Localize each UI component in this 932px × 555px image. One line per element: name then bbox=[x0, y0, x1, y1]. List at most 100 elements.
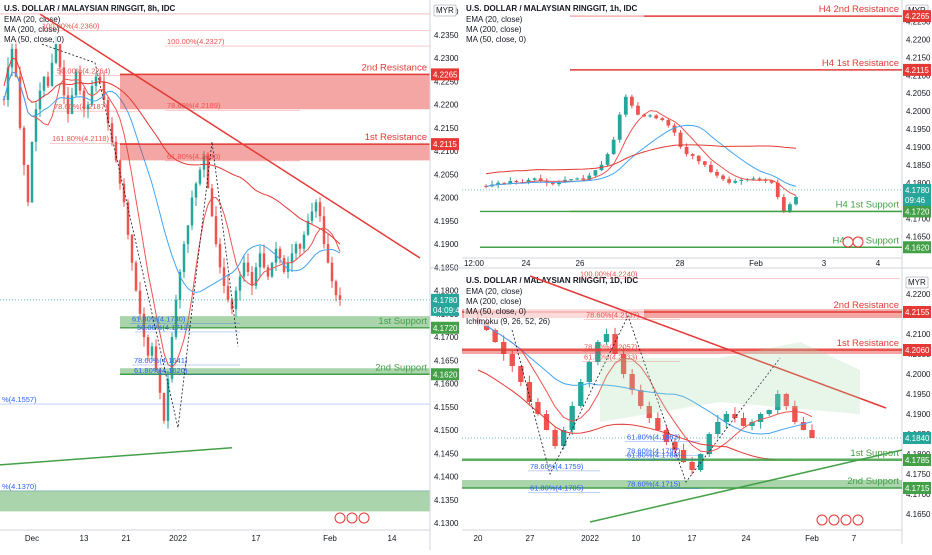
fib-label-61-80-4-1620: 61.80%(4.1620) bbox=[134, 366, 188, 375]
x-tick-3: 3 bbox=[822, 259, 827, 268]
currency-box bbox=[905, 276, 929, 289]
x-tick-4: 4 bbox=[876, 259, 881, 268]
fib-label-61-80-4-1788: 61.80%(4.1788) bbox=[627, 450, 681, 459]
ma-50-line bbox=[3, 71, 341, 293]
price-tag-text-2nd-resistance: 4.2265 bbox=[433, 70, 458, 79]
candle bbox=[484, 185, 488, 187]
candle bbox=[689, 462, 695, 470]
candle bbox=[543, 414, 550, 430]
x-tick-17: 17 bbox=[252, 534, 261, 543]
candle bbox=[214, 216, 218, 245]
candle bbox=[30, 141, 34, 203]
candle bbox=[557, 182, 561, 185]
candle bbox=[769, 180, 774, 183]
price-tag-text-h4-1st-support: 4.1720 bbox=[905, 207, 930, 216]
y-tick-4-2000: 4.2000 bbox=[434, 194, 459, 203]
price-tag-text-h4-1st-resistance: 4.2115 bbox=[905, 66, 929, 75]
y-tick-4-1400: 4.1400 bbox=[434, 473, 459, 482]
y-tick-4-1900: 4.1900 bbox=[434, 240, 459, 249]
price-tag-2nd-support bbox=[903, 482, 931, 494]
candle bbox=[154, 346, 158, 370]
y-tick-4-1800: 4.1800 bbox=[906, 179, 931, 188]
candle bbox=[723, 414, 730, 422]
candle bbox=[603, 334, 610, 342]
candle bbox=[74, 72, 78, 96]
fib-label-100-00-4-2360: 100.00%(4.2360) bbox=[42, 22, 100, 31]
candle bbox=[636, 105, 640, 115]
panel-1d: 4.16504.17004.17504.18004.18504.19004.19… bbox=[462, 270, 931, 544]
y-tick-4-2200: 4.2200 bbox=[906, 290, 931, 299]
y-tick-4-1450: 4.1450 bbox=[434, 449, 459, 458]
candle bbox=[642, 114, 646, 117]
price-tag-text-1st-resistance: 4.2115 bbox=[433, 140, 457, 149]
event-flag-icon bbox=[842, 236, 854, 248]
y-tick-4-1700: 4.1700 bbox=[906, 215, 931, 224]
candle bbox=[22, 127, 26, 166]
current-price-tag bbox=[903, 183, 931, 206]
indicator-ma-50-close-0: MA (50, close, 0) bbox=[4, 35, 64, 44]
fib-label-78-60-4-2187: 78.60%(4.2187) bbox=[54, 102, 108, 111]
y-tick-4-2250: 4.2250 bbox=[434, 77, 459, 86]
x-tick-7: 7 bbox=[852, 534, 857, 543]
candle bbox=[672, 125, 677, 133]
candle bbox=[338, 295, 342, 300]
candle bbox=[234, 290, 238, 310]
y-tick-4-2000: 4.2000 bbox=[906, 370, 931, 379]
candle bbox=[174, 299, 178, 338]
y-tick-4-1550: 4.1550 bbox=[434, 403, 459, 412]
candle bbox=[526, 382, 533, 402]
candle bbox=[206, 155, 210, 189]
candle bbox=[727, 179, 732, 183]
indicator-ema-20-close: EMA (20, close) bbox=[466, 15, 523, 24]
candle bbox=[587, 175, 592, 180]
indicator-ichimoku-9-26-52-26: Ichimoku (9, 26, 52, 26) bbox=[466, 317, 550, 326]
candle bbox=[158, 369, 162, 393]
candle bbox=[290, 253, 294, 263]
y-tick-4-1950: 4.1950 bbox=[906, 125, 931, 134]
x-tick-27: 27 bbox=[526, 534, 535, 543]
candle bbox=[246, 262, 250, 272]
indicator-ema-20-close: EMA (20, close) bbox=[466, 287, 523, 296]
ma-200-line bbox=[3, 57, 341, 245]
level-label-2nd-support: 2nd Support bbox=[847, 476, 899, 487]
candle bbox=[721, 175, 725, 180]
y-tick-4-1700: 4.1700 bbox=[434, 333, 459, 342]
candle bbox=[254, 267, 258, 286]
candle bbox=[62, 67, 66, 96]
candle bbox=[150, 346, 154, 356]
level-label-1st-resistance: 1st Resistance bbox=[365, 132, 427, 143]
currency-label: MYR bbox=[436, 6, 454, 15]
candle bbox=[690, 154, 695, 156]
zone-2nd-support bbox=[462, 480, 902, 488]
y-tick-4-1350: 4.1350 bbox=[434, 496, 459, 505]
candle bbox=[182, 244, 186, 272]
candle bbox=[502, 182, 507, 184]
candle bbox=[230, 299, 234, 310]
x-tick-feb: Feb bbox=[805, 534, 819, 543]
zone-1st-resistance bbox=[120, 144, 430, 161]
price-tag-text-h4-2nd-support: 4.1620 bbox=[905, 243, 930, 252]
currency-box bbox=[433, 4, 457, 17]
price-tag-2nd-support bbox=[431, 368, 459, 381]
candle bbox=[58, 44, 62, 68]
candle bbox=[130, 234, 134, 263]
fib-label-78-60-4-2137: 78.60%(4.2137) bbox=[586, 311, 640, 320]
zone-2nd-resistance bbox=[462, 309, 902, 318]
zone-2nd-resistance bbox=[120, 74, 430, 110]
candle bbox=[194, 183, 198, 198]
current-price-tag bbox=[903, 432, 931, 444]
price-tag-2nd-resistance bbox=[903, 306, 931, 318]
x-tick-feb: Feb bbox=[323, 534, 337, 543]
candle bbox=[250, 271, 254, 286]
candle bbox=[262, 253, 266, 268]
event-flag-icon bbox=[358, 512, 370, 524]
fib-label-78-60-4-1715: 78.60%(4.1715) bbox=[627, 480, 681, 489]
candle bbox=[518, 366, 524, 382]
indicator-ma-200-close: MA (200, close) bbox=[4, 25, 60, 34]
fib-label-100-00-4-2240: 100.00%(4.2240) bbox=[580, 270, 638, 279]
y-tick-4-2100: 4.2100 bbox=[434, 147, 459, 156]
zone-1st-resistance bbox=[462, 348, 902, 354]
candle bbox=[617, 114, 622, 140]
current-price-text: 4.1780 bbox=[905, 186, 930, 195]
